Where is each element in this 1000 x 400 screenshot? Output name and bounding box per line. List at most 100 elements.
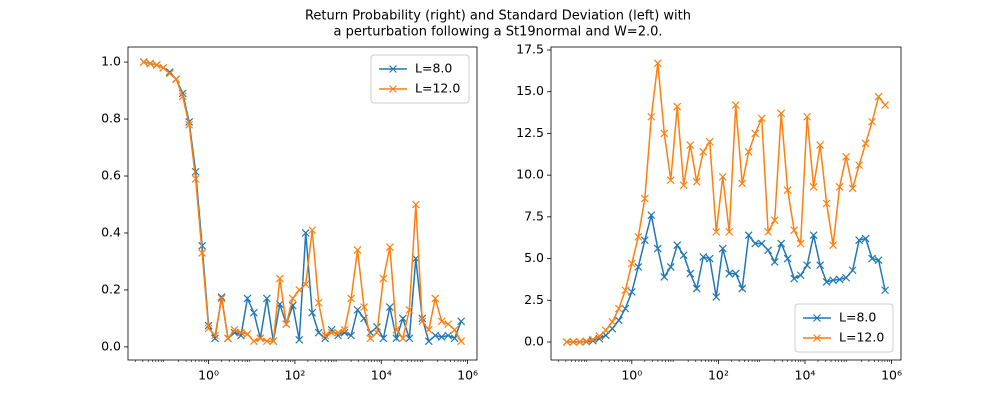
marker [249, 308, 258, 317]
marker [627, 288, 636, 296]
marker [327, 328, 336, 337]
marker [301, 280, 310, 289]
marker [874, 256, 883, 265]
marker [816, 141, 825, 150]
marker [627, 259, 636, 268]
marker [660, 272, 669, 281]
marker [634, 262, 643, 271]
x-tick-label: 10² [708, 368, 729, 383]
y-tick-label: 10.0 [516, 167, 544, 182]
marker [301, 229, 310, 237]
marker [718, 244, 727, 253]
marker [562, 338, 571, 346]
marker [340, 325, 349, 334]
marker [744, 231, 753, 240]
marker [725, 227, 734, 236]
marker [686, 141, 695, 150]
marker [321, 331, 330, 340]
marker [621, 304, 630, 313]
legend-label: L=8.0 [839, 310, 876, 325]
legend-marker [813, 334, 821, 342]
marker [653, 244, 662, 253]
marker [829, 241, 838, 250]
marker [835, 182, 844, 191]
marker [777, 239, 786, 248]
marker [224, 334, 232, 343]
marker [868, 117, 877, 126]
marker [256, 334, 265, 343]
marker [582, 337, 591, 346]
marker [191, 167, 200, 176]
marker [660, 129, 669, 138]
marker [764, 227, 773, 236]
marker [822, 199, 831, 208]
marker [411, 200, 420, 209]
marker [159, 63, 168, 72]
axes-frame [127, 46, 478, 361]
marker [444, 320, 453, 329]
marker [392, 334, 401, 343]
marker [861, 139, 870, 148]
marker [295, 286, 304, 294]
marker [398, 334, 407, 343]
marker [640, 194, 649, 203]
marker [392, 325, 401, 334]
figure-title: Return Probability (right) and Standard … [305, 9, 691, 24]
x-tick-label: 10² [284, 368, 305, 383]
marker [848, 266, 857, 275]
marker [418, 317, 427, 326]
marker [796, 271, 805, 280]
marker [366, 334, 375, 343]
y-tick-label: 0.6 [101, 168, 121, 183]
marker [385, 243, 394, 252]
marker [437, 317, 446, 326]
marker [198, 248, 207, 257]
marker [770, 216, 779, 225]
marker [647, 112, 656, 121]
x-tick-label: 10⁴ [795, 368, 816, 383]
marker [437, 333, 446, 341]
marker [314, 298, 323, 307]
marker [835, 275, 844, 284]
y-tick-label: 0.0 [101, 338, 121, 353]
marker [360, 303, 368, 311]
y-tick-label: 0.0 [524, 333, 544, 348]
legend-marker [389, 65, 397, 73]
marker [855, 161, 864, 170]
x-tick-label: 10⁰ [198, 368, 219, 383]
marker [595, 332, 604, 341]
marker [373, 328, 381, 337]
y-tick-label: 12.5 [516, 125, 544, 140]
marker [712, 293, 721, 301]
marker [608, 318, 617, 326]
marker [172, 75, 181, 84]
marker [398, 314, 407, 323]
marker [211, 334, 219, 343]
marker [450, 325, 459, 334]
marker [588, 335, 597, 344]
marker [243, 294, 252, 303]
marker [731, 101, 740, 109]
marker [634, 232, 643, 241]
marker [757, 114, 766, 123]
y-tick-label: 1.0 [101, 54, 121, 69]
marker [718, 172, 727, 181]
marker [738, 179, 747, 188]
marker [347, 331, 356, 340]
marker [855, 236, 864, 245]
y-tick-label: 15.0 [516, 83, 544, 98]
marker [614, 316, 623, 325]
marker [379, 334, 388, 343]
marker [295, 335, 304, 344]
x-tick-label: 10⁰ [621, 368, 642, 383]
marker [262, 337, 271, 346]
marker [881, 286, 890, 295]
marker [653, 59, 662, 68]
marker [705, 137, 714, 146]
y-tick-label: 2.5 [524, 292, 544, 307]
marker [450, 334, 459, 343]
marker [139, 58, 148, 67]
marker [822, 277, 831, 286]
marker [725, 269, 734, 278]
